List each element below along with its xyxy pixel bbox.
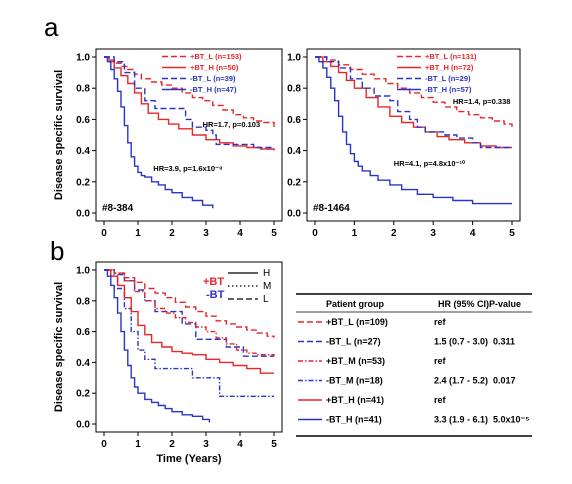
row-hr: ref [434,395,447,405]
series-line [104,56,275,128]
y-tick-label: 0.6 [287,115,301,126]
style-legend-label: H [263,268,270,279]
legend-entry: -BT_H (n=47) [190,85,237,94]
x-tick-label: 3 [203,228,209,239]
table-header: HR (95% CI) [438,299,489,309]
row-hr: 2.4 (1.7 - 5.2) [434,376,488,386]
plot-frame [95,261,283,433]
legend-entry: -BT_H (n=57) [425,85,472,94]
km-plot-8-1464: 0 1 2 3 4 5 0.0 0.2 0.4 0.6 0.8 1.0 #8-1464 HR=1.4, p… [287,48,521,239]
panel-label-b: b [50,236,64,266]
x-tick-label: 0 [312,228,318,239]
x-tick-label: 2 [169,439,175,450]
y-tick-label: 0.8 [76,84,90,95]
legend-entry: -BT_L (n=39) [190,74,236,83]
x-tick-label: 5 [509,228,515,239]
y-tick-label: 0.4 [76,146,90,157]
style-legend-label: L [263,294,269,305]
row-pvalue: 0.311 [493,337,515,347]
x-tick-label: 4 [237,439,243,450]
row-group: +BT_M (n=53) [326,356,385,366]
series-line [104,269,274,374]
style-legend-label: M [263,281,271,292]
y-tick-label: 0.2 [287,177,301,188]
x-tick-label: 2 [169,228,175,239]
series-line [315,56,512,149]
row-group: -BT_L (n=27) [326,337,381,347]
x-tick-label: 1 [135,228,141,239]
row-hr: ref [434,356,447,366]
legend-entry: +BT_H (n=72) [425,63,474,72]
row-hr: 1.5 (0.7 - 3.0) [434,337,488,347]
y-tick-label: 0.8 [287,84,301,95]
x-tick-label: 3 [203,439,209,450]
x-tick-label: 5 [271,228,277,239]
x-tick-label: 4 [470,228,476,239]
x-tick-label: 0 [101,228,107,239]
series-line [315,56,512,149]
row-group: +BT_L (n=109) [326,317,388,327]
group-legend-plus: +BT [203,276,224,288]
legend-entry: +BT_L (n=131) [425,52,477,61]
row-hr: ref [434,317,447,327]
y-tick-label: 1.0 [287,53,301,64]
row-group: -BT_H (n=41) [326,415,382,425]
row-group: -BT_M (n=18) [326,376,383,386]
legend-entry: +BT_L (n=153) [190,52,242,61]
y-tick-label: 0.0 [76,420,90,431]
y-tick-label: 1.0 [76,53,90,64]
annotation: HR=1.7, p=0.103 [203,120,261,129]
y-tick-label: 0.4 [287,146,301,157]
table-header: Patient group [326,299,385,309]
row-pvalue: 0.017 [493,376,516,386]
y-tick-label: 0.0 [76,209,90,220]
y-tick-label: 1.0 [76,266,90,277]
y-axis-label: Disease specific survival [53,70,65,200]
group-legend-minus: -BT [206,289,225,301]
y-tick-label: 0.2 [76,389,90,400]
x-tick-label: 5 [271,439,277,450]
plot-id: #8-1464 [313,203,350,214]
series-line [104,56,214,209]
y-tick-label: 0.0 [287,209,301,220]
x-tick-label: 4 [237,228,243,239]
legend-entry: -BT_L (n=29) [425,74,471,83]
row-hr: 3.3 (1.9 - 6.1) [434,415,488,425]
legend-entry: +BT_H (n=50) [190,63,239,72]
series-line [104,269,274,397]
y-tick-label: 0.6 [76,115,90,126]
annotation: HR=4.1, p=4.8x10⁻¹⁰ [394,159,466,168]
x-axis-label: Time (Years) [156,453,222,465]
y-tick-label: 0.6 [76,327,90,338]
row-group: +BT_H (n=41) [326,395,384,405]
x-tick-label: 3 [430,228,436,239]
panel-label-a: a [44,12,59,42]
x-tick-label: 1 [352,228,358,239]
km-plot-8-384: 0 1 2 3 4 5 0.0 0.2 0.4 0.6 0.8 1.0 Disease specific… [53,48,283,239]
series-line [104,269,275,357]
plot-frame [306,48,521,222]
series-line [104,56,275,151]
row-pvalue: 5.0x10⁻⁵ [493,415,530,425]
km-plot-combined: 0 1 2 3 4 5 0.0 0.2 0.4 0.6 0.8 1.0 Disease specific… [53,261,283,465]
y-tick-label: 0.2 [76,177,90,188]
hazard-ratio-table: Patient group HR (95% CI) P-value +BT_L (n=… [296,293,532,437]
series-line [104,56,274,149]
plot-id: #8-384 [102,203,134,214]
x-tick-label: 2 [391,228,397,239]
x-tick-label: 1 [135,439,141,450]
series-line [104,269,274,357]
plot-frame [95,48,283,222]
table-header: P-value [489,299,521,309]
annotation: HR=1.4, p=0.338 [453,97,511,106]
y-axis-label: Disease specific survival [53,282,65,412]
series-line [104,269,211,423]
y-tick-label: 0.8 [76,296,90,307]
annotation: HR=3.9, p=1.6x10⁻⁸ [153,164,223,173]
x-tick-label: 0 [101,439,107,450]
y-tick-label: 0.4 [76,358,90,369]
series-line [315,56,512,205]
